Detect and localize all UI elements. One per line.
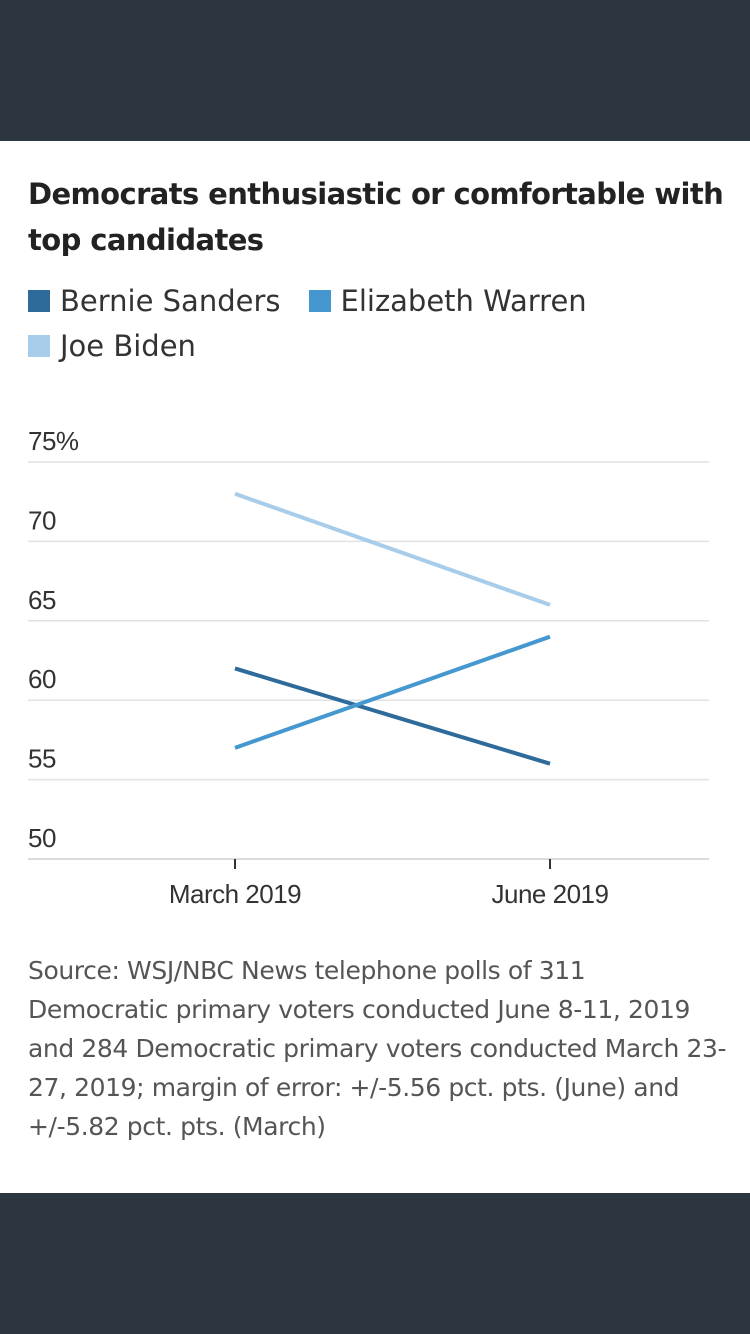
chart-title: Democrats enthusiastic or comfortable wi… <box>28 177 724 257</box>
legend-swatch-elizabeth-warren <box>308 289 331 312</box>
chart-card: Democrats enthusiastic or comfortable wi… <box>0 141 750 1193</box>
series-line-bernie-sanders <box>234 666 551 766</box>
line-chart-svg: 50 55 60 65 70 75% March 2019 June 2019 <box>28 426 709 909</box>
legend-swatch-bernie-sanders <box>28 289 50 312</box>
y-tick-label-55: 55 <box>28 744 56 774</box>
y-tick-label-60: 60 <box>28 664 56 694</box>
legend-item-joe-biden: Joe Biden <box>28 329 196 363</box>
series-line-joe-biden <box>234 491 551 607</box>
bottom-dark-bar <box>0 1193 750 1334</box>
series-line-elizabeth-warren <box>234 634 551 750</box>
y-tick-label-75: 75% <box>28 426 79 456</box>
y-tick-label-50: 50 <box>28 823 56 853</box>
legend-item-elizabeth-warren: Elizabeth Warren <box>308 283 587 318</box>
y-tick-label-65: 65 <box>28 585 56 615</box>
legend-label-elizabeth-warren: Elizabeth Warren <box>340 283 587 318</box>
legend-row-1: Bernie Sanders Elizabeth Warren <box>28 278 728 323</box>
x-tick-label-june-2019: June 2019 <box>492 879 609 909</box>
legend-label-joe-biden: Joe Biden <box>60 328 196 363</box>
x-tick-label-march-2019: March 2019 <box>169 879 301 909</box>
top-dark-bar <box>0 0 750 141</box>
legend-label-bernie-sanders: Bernie Sanders <box>60 283 281 318</box>
line-chart: 50 55 60 65 70 75% March 2019 June 2019 <box>0 421 750 921</box>
legend-row-2: Joe Biden <box>28 323 728 368</box>
y-tick-label-70: 70 <box>28 505 56 535</box>
chart-source-note: Source: WSJ/NBC News telephone polls of … <box>28 956 727 1141</box>
chart-legend: Bernie Sanders Elizabeth Warren Joe Bide… <box>28 278 728 368</box>
legend-item-bernie-sanders: Bernie Sanders <box>28 284 281 318</box>
legend-swatch-joe-biden <box>28 334 50 357</box>
